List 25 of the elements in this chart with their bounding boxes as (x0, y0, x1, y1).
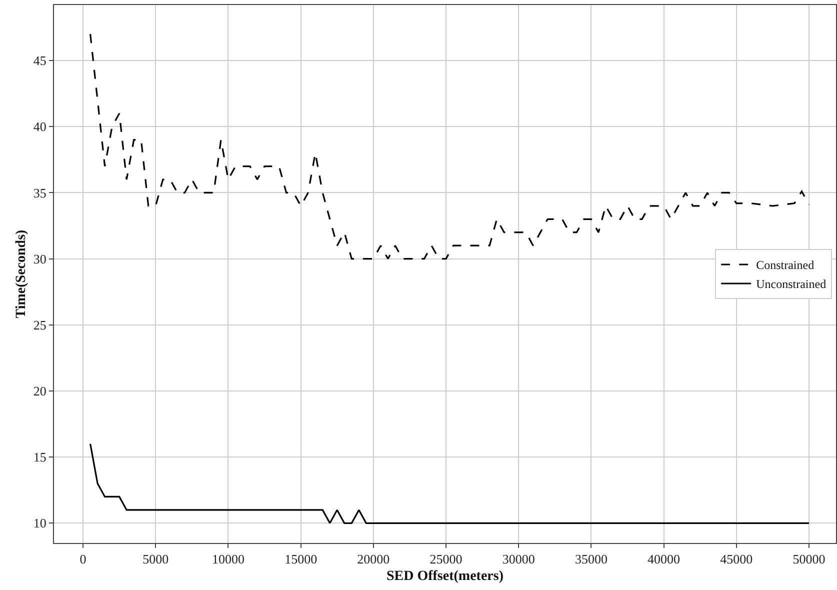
y-tick-label: 20 (33, 384, 46, 399)
y-tick-label: 35 (33, 185, 46, 200)
line-series (90, 33, 810, 260)
y-tick-label: 40 (33, 119, 46, 134)
y-tick-label: 15 (33, 450, 46, 465)
x-tick-label: 5000 (142, 552, 169, 567)
legend-label: Unconstrained (756, 277, 826, 292)
x-tick-label: 20000 (357, 552, 390, 567)
y-tick-label: 10 (33, 516, 46, 531)
y-tick-label: 25 (33, 317, 46, 332)
y-axis-title: Time(Seconds) (14, 229, 29, 318)
y-tick-label: 30 (33, 251, 46, 266)
y-tick-label: 45 (33, 53, 46, 68)
x-axis-title: SED Offset(meters) (386, 568, 504, 584)
line-series (90, 443, 810, 524)
x-tick-label: 50000 (792, 552, 826, 567)
x-tick-label: 40000 (648, 552, 680, 567)
x-tick-label: 30000 (502, 552, 535, 567)
x-tick-label: 0 (80, 552, 86, 567)
x-tick-label: 35000 (574, 552, 608, 567)
x-tick-label: 45000 (720, 552, 753, 567)
x-tick-label: 10000 (212, 552, 244, 567)
legend-label: Constrained (756, 258, 814, 272)
x-tick-label: 15000 (284, 552, 318, 567)
x-tick-label: 25000 (430, 552, 462, 567)
